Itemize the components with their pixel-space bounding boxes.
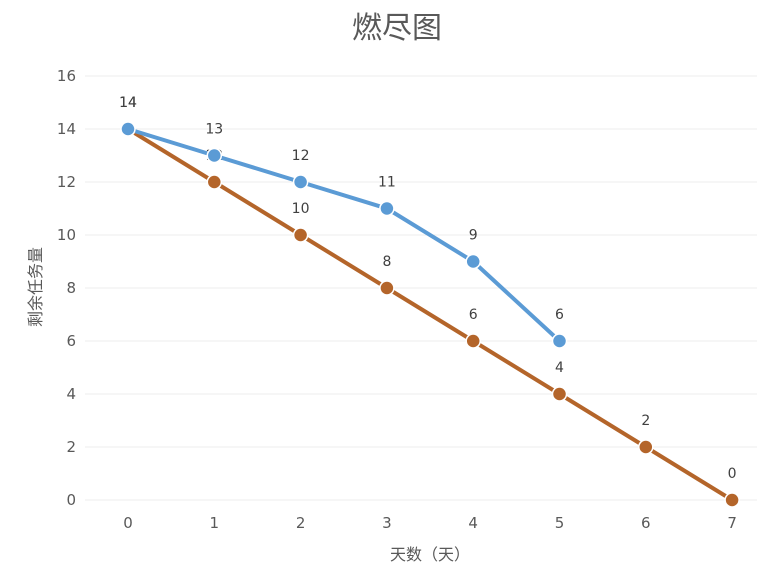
x-tick-label: 3 (382, 514, 392, 532)
x-tick-label: 2 (296, 514, 306, 532)
chart-title: 燃尽图 (352, 11, 442, 46)
data-label: 9 (469, 228, 478, 244)
data-label: 6 (555, 307, 564, 323)
series-layer: 14 12 10 8 6 4 2 0 14 13 12 11 9 6 (119, 95, 740, 508)
y-tick-label: 8 (66, 279, 76, 297)
data-point (551, 333, 568, 349)
data-point (292, 174, 309, 190)
y-tick-label: 2 (66, 438, 76, 456)
y-tick-label: 10 (57, 226, 76, 244)
data-point (638, 439, 654, 455)
y-tick-label: 4 (66, 385, 76, 403)
x-axis-label: 天数（天） (390, 545, 470, 564)
x-tick-label: 4 (468, 514, 478, 532)
data-point (551, 386, 568, 402)
x-tick-label: 0 (123, 514, 133, 532)
x-axis-ticks: 0 1 2 3 4 5 6 7 (123, 514, 737, 532)
data-label: 0 (728, 466, 737, 482)
x-tick-label: 5 (555, 514, 565, 532)
y-tick-label: 14 (57, 120, 76, 138)
data-label: 6 (469, 307, 478, 323)
data-point (206, 147, 223, 164)
series-line (126, 127, 562, 343)
data-label: 11 (378, 175, 396, 191)
gridlines (85, 75, 757, 501)
data-point (465, 253, 481, 270)
y-axis-label: 剩余任务量 (26, 247, 45, 327)
data-point (120, 121, 136, 137)
data-label: 14 (119, 95, 137, 111)
data-point (465, 333, 481, 349)
series-1: 14 13 12 11 9 6 (119, 95, 568, 349)
y-tick-label: 12 (57, 173, 76, 191)
x-tick-label: 1 (210, 514, 220, 532)
data-label: 13 (205, 122, 223, 138)
data-point (724, 492, 740, 508)
series-line (126, 127, 735, 502)
data-label: 14 (119, 95, 137, 111)
data-label: 2 (641, 413, 650, 429)
data-point (206, 174, 223, 190)
y-tick-label: 6 (66, 332, 76, 350)
data-label: 10 (292, 201, 310, 217)
y-tick-label: 0 (66, 491, 76, 509)
data-label: 4 (555, 360, 564, 376)
data-label: 8 (382, 254, 391, 270)
data-point (292, 227, 309, 243)
data-label: 12 (292, 148, 310, 164)
data-point (379, 200, 395, 217)
x-tick-label: 6 (641, 514, 651, 532)
y-axis-ticks: 0 2 4 6 8 10 12 14 16 (57, 67, 76, 509)
y-tick-label: 16 (57, 67, 76, 85)
data-point (379, 280, 395, 296)
x-tick-label: 7 (727, 514, 737, 532)
